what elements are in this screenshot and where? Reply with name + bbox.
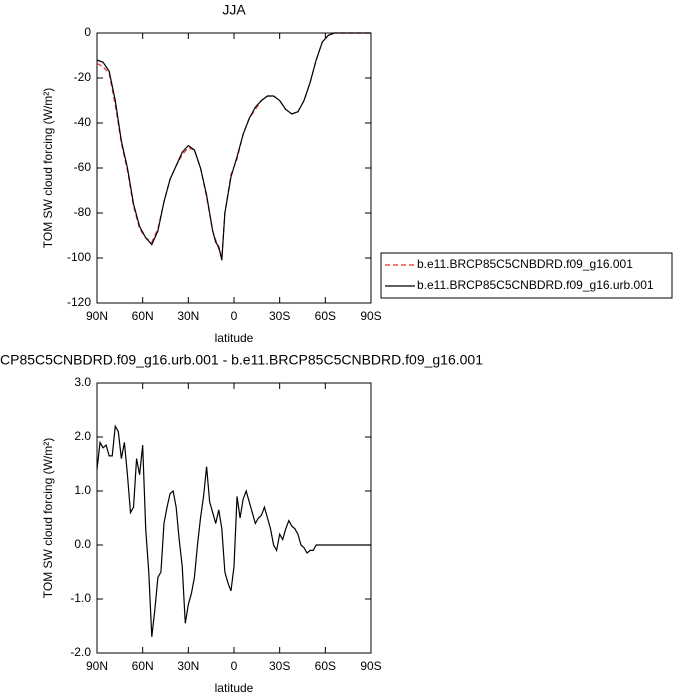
x-tick-label: 30N xyxy=(177,309,199,323)
y-tick-label: -100 xyxy=(67,250,91,264)
plot-frame xyxy=(96,32,372,304)
x-tick-label: 0 xyxy=(231,309,238,323)
data-line xyxy=(96,32,371,261)
x-tick-label: 60S xyxy=(315,659,336,673)
x-axis-label: latitude xyxy=(215,681,254,695)
x-tick-label: 90S xyxy=(360,659,381,673)
y-tick-label: 1.0 xyxy=(74,483,91,497)
x-tick-label: 0 xyxy=(231,659,238,673)
x-tick-label: 60N xyxy=(132,309,154,323)
y-tick-label: -1.0 xyxy=(70,591,91,605)
chart-title: JJA xyxy=(222,2,246,18)
plot-frame xyxy=(96,382,372,654)
legend-label: b.e11.BRCP85C5CNBDRD.f09_g16.urb.001 xyxy=(417,278,654,292)
legend-label: b.e11.BRCP85C5CNBDRD.f09_g16.001 xyxy=(417,257,633,271)
x-tick-label: 60S xyxy=(315,309,336,323)
y-tick-label: -20 xyxy=(74,70,92,84)
y-tick-label: -80 xyxy=(74,205,92,219)
x-tick-label: 90N xyxy=(86,309,108,323)
x-tick-label: 30S xyxy=(269,309,290,323)
y-tick-label: -60 xyxy=(74,160,92,174)
y-axis-label: TOM SW cloud forcing (W/m²) xyxy=(41,438,55,598)
y-tick-label: 3.0 xyxy=(74,375,91,389)
x-tick-label: 90N xyxy=(86,659,108,673)
y-axis-label: TOM SW cloud forcing (W/m²) xyxy=(41,88,55,248)
x-tick-label: 30S xyxy=(269,659,290,673)
x-axis-label: latitude xyxy=(215,331,254,345)
y-tick-label: -2.0 xyxy=(70,645,91,659)
data-line xyxy=(96,424,371,637)
x-tick-label: 30N xyxy=(177,659,199,673)
chart-title: CP85C5CNBDRD.f09_g16.urb.001 - b.e11.BRC… xyxy=(0,352,483,368)
x-tick-label: 60N xyxy=(132,659,154,673)
x-tick-label: 90S xyxy=(360,309,381,323)
y-tick-label: 0.0 xyxy=(74,537,91,551)
y-tick-label: -120 xyxy=(67,295,91,309)
y-tick-label: -40 xyxy=(74,115,92,129)
legend-box xyxy=(380,252,673,299)
y-tick-label: 2.0 xyxy=(74,429,91,443)
data-line xyxy=(96,32,371,259)
y-tick-label: 0 xyxy=(84,25,91,39)
